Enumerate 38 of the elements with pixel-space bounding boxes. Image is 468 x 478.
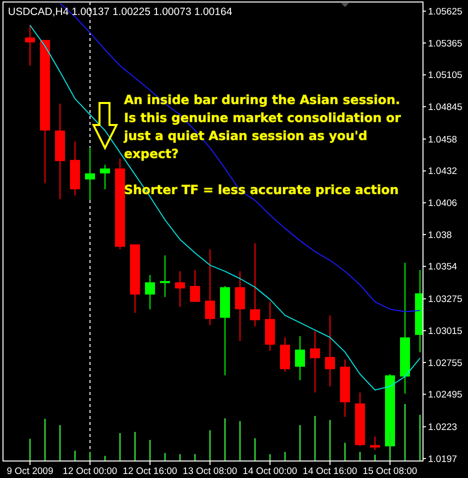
candlestick <box>370 436 380 450</box>
chart-title: USDCAD,H4 1.00137 1.00225 1.00073 1.00164 <box>8 6 232 18</box>
x-tick-label: 12 Oct 16:00 <box>122 466 178 477</box>
candlestick <box>235 270 245 342</box>
y-tick-label: 1.0223 <box>428 422 458 434</box>
x-tick-label: 14 Oct 16:00 <box>302 466 358 477</box>
y-tick-label: 1.05365 <box>428 38 462 50</box>
x-tick-label: 15 Oct 08:00 <box>362 466 418 477</box>
y-tick-label: 1.05625 <box>428 6 462 18</box>
candlestick <box>25 24 35 66</box>
y-tick-label: 1.03015 <box>428 326 462 337</box>
line-series <box>30 24 420 391</box>
y-tick-label: 1.0432 <box>428 166 458 178</box>
y-tick-label: 1.05105 <box>428 70 462 82</box>
candlestick <box>325 314 335 387</box>
y-tick-label: 1.0354 <box>428 262 458 273</box>
candlestick <box>295 336 305 381</box>
candlestick <box>85 147 95 201</box>
y-tick-label: 1.0406 <box>428 198 458 210</box>
candlestick <box>190 270 200 302</box>
x-tick-label: 12 Oct 00:00 <box>62 466 118 477</box>
x-tick-label: 13 Oct 08:00 <box>182 466 238 477</box>
y-tick-label: 1.04845 <box>428 102 462 113</box>
candlestick <box>100 164 110 190</box>
y-tick-label: 1.0458 <box>428 134 458 146</box>
candlestick <box>310 330 320 393</box>
y-tick-label: 1.02755 <box>428 358 462 369</box>
candlestick <box>175 270 185 308</box>
y-tick-label: 1.03275 <box>428 294 462 306</box>
x-tick-label: 9 Oct 2009 <box>6 466 54 477</box>
y-tick-label: 1.0197 <box>428 454 458 465</box>
candlestick <box>250 242 260 327</box>
y-tick-label: 1.038 <box>428 230 452 241</box>
candlestick <box>160 254 170 298</box>
y-tick-label: 1.02495 <box>428 390 462 401</box>
x-tick-label: 14 Oct 00:00 <box>242 466 298 477</box>
candlestick <box>205 248 215 326</box>
candlestick <box>145 274 155 310</box>
